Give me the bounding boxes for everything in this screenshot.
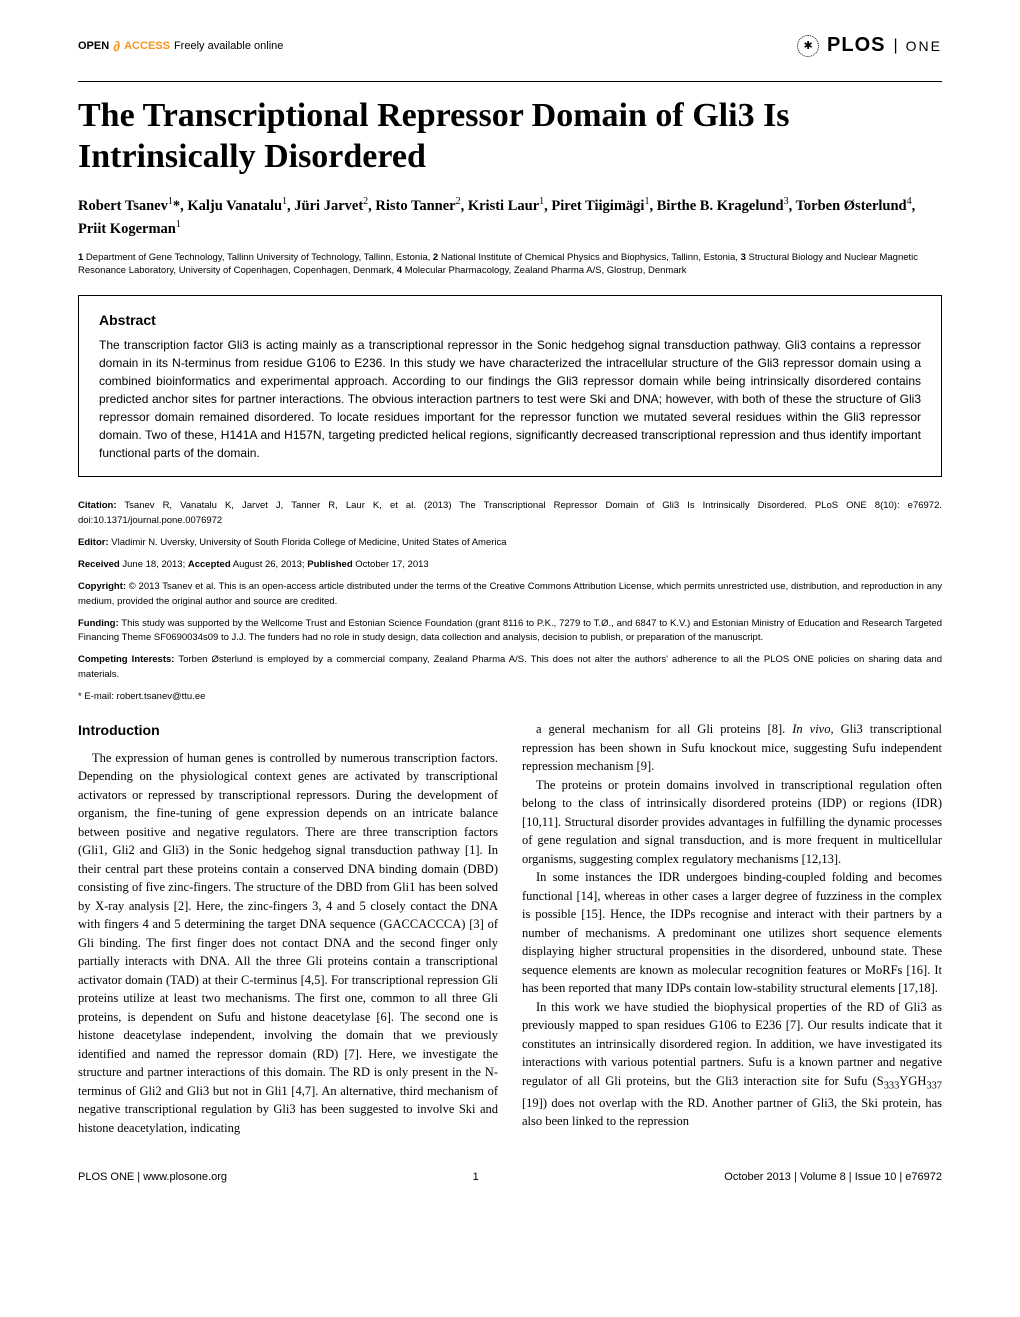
citation-text: Tsanev R, Vanatalu K, Jarvet J, Tanner R… <box>78 500 942 525</box>
footer-right: October 2013 | Volume 8 | Issue 10 | e76… <box>724 1171 942 1183</box>
right-paragraph-3: In some instances the IDR undergoes bind… <box>522 868 942 998</box>
intro-heading: Introduction <box>78 720 498 741</box>
copyright-block: Copyright: © 2013 Tsanev et al. This is … <box>78 580 942 609</box>
published-text: October 17, 2013 <box>353 559 429 570</box>
journal-logo: ✱ PLOS | ONE <box>797 34 942 57</box>
published-label: Published <box>307 559 352 570</box>
competing-text: Torben Østerlund is employed by a commer… <box>78 654 942 679</box>
editor-text: Vladimir N. Uversky, University of South… <box>109 537 507 548</box>
oa-access-text: ACCESS <box>124 40 170 52</box>
rp1b: In vivo <box>792 722 830 736</box>
accepted-label: Accepted <box>188 559 231 570</box>
plos-icon: ✱ <box>797 35 819 57</box>
intro-paragraph-1: The expression of human genes is control… <box>78 749 498 1138</box>
page-header: OPEN ∂ ACCESS Freely available online ✱ … <box>78 34 942 57</box>
received-text: June 18, 2013; <box>120 559 188 570</box>
rp1a: a general mechanism for all Gli proteins… <box>536 722 792 736</box>
footer-page-number: 1 <box>473 1171 479 1183</box>
right-paragraph-1: a general mechanism for all Gli proteins… <box>522 720 942 776</box>
page-footer: PLOS ONE | www.plosone.org 1 October 201… <box>78 1165 942 1183</box>
article-title: The Transcriptional Repressor Domain of … <box>78 96 942 178</box>
footer-left: PLOS ONE | www.plosone.org <box>78 1171 227 1183</box>
citation-label: Citation: <box>78 500 117 511</box>
rp4c: YGH <box>899 1074 926 1088</box>
plos-text: PLOS <box>827 34 885 57</box>
abstract-box: Abstract The transcription factor Gli3 i… <box>78 295 942 477</box>
funding-text: This study was supported by the Wellcome… <box>78 618 942 643</box>
header-divider <box>78 81 942 82</box>
funding-label: Funding: <box>78 618 119 629</box>
open-access-badge: OPEN ∂ ACCESS Freely available online <box>78 38 283 54</box>
accepted-text: August 26, 2013; <box>231 559 308 570</box>
editor-block: Editor: Vladimir N. Uversky, University … <box>78 536 942 550</box>
received-label: Received <box>78 559 120 570</box>
right-column: a general mechanism for all Gli proteins… <box>522 720 942 1137</box>
body-columns: Introduction The expression of human gen… <box>78 720 942 1137</box>
funding-block: Funding: This study was supported by the… <box>78 617 942 646</box>
citation-block: Citation: Tsanev R, Vanatalu K, Jarvet J… <box>78 499 942 528</box>
one-text: ONE <box>906 38 942 54</box>
authors-list: Robert Tsanev1*, Kalju Vanatalu1, Jüri J… <box>78 194 942 241</box>
dates-block: Received June 18, 2013; Accepted August … <box>78 558 942 572</box>
logo-divider: | <box>894 37 898 55</box>
affiliations: 1 Department of Gene Technology, Tallinn… <box>78 251 942 278</box>
rp4a: In this work we have studied the biophys… <box>522 1000 942 1088</box>
competing-label: Competing Interests: <box>78 654 174 665</box>
right-paragraph-2: The proteins or protein domains involved… <box>522 776 942 869</box>
lock-icon: ∂ <box>113 38 120 54</box>
rp4e: [19]) does not overlap with the RD. Anot… <box>522 1096 942 1129</box>
copyright-label: Copyright: <box>78 581 126 592</box>
left-column: Introduction The expression of human gen… <box>78 720 498 1137</box>
competing-block: Competing Interests: Torben Østerlund is… <box>78 653 942 682</box>
rp4d: 337 <box>926 1080 942 1091</box>
rp4b: 333 <box>884 1080 900 1091</box>
right-paragraph-4: In this work we have studied the biophys… <box>522 998 942 1131</box>
abstract-heading: Abstract <box>99 312 921 328</box>
editor-label: Editor: <box>78 537 109 548</box>
copyright-text: © 2013 Tsanev et al. This is an open-acc… <box>78 581 942 606</box>
oa-open-text: OPEN <box>78 40 109 52</box>
email-block: * E-mail: robert.tsanev@ttu.ee <box>78 690 942 704</box>
oa-freely-text: Freely available online <box>174 40 283 52</box>
abstract-text: The transcription factor Gli3 is acting … <box>99 336 921 462</box>
